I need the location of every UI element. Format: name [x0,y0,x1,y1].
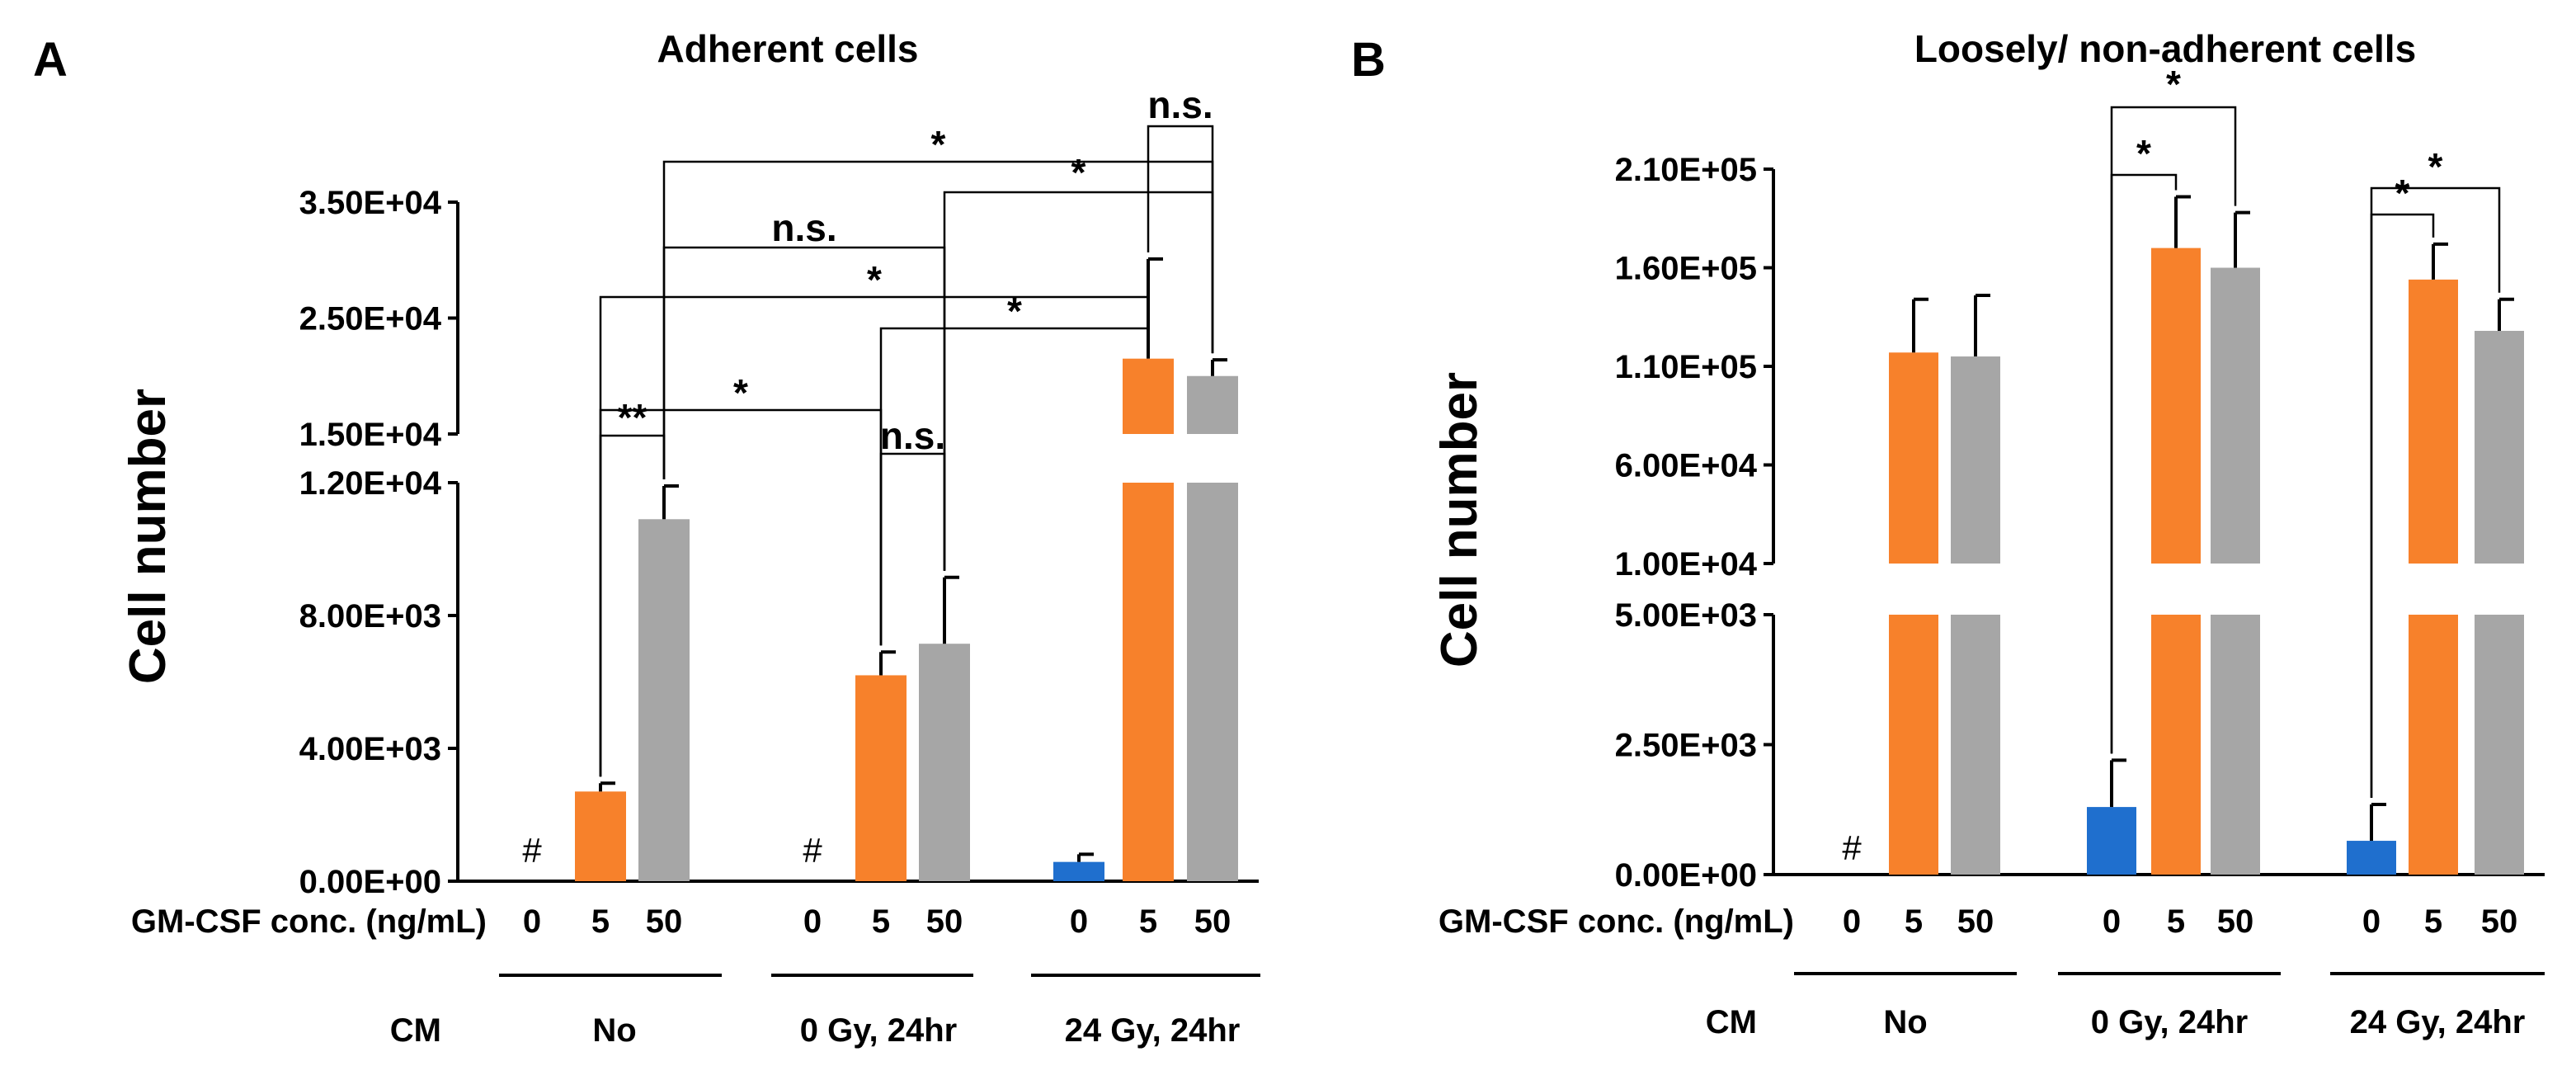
y-tick-label: 2.10E+05 [1615,152,1757,188]
group-label: 0 Gy, 24hr [2091,1004,2248,1040]
group-label: No [592,1012,636,1049]
chart-title: Adherent cells [657,27,919,70]
y-tick-label: 1.00E+04 [1615,546,1758,583]
bar-lower-segment [2475,615,2524,875]
y-tick-label: 2.50E+03 [1615,728,1757,764]
significance-bracket [879,327,1150,646]
group-label: No [1883,1004,1927,1040]
bar [575,791,626,881]
panel-a: A Adherent cells Cell number 0.00E+00 4.00E+… [33,27,1260,1049]
bar [2087,807,2136,875]
panel-b: B Loosely/ non-adherent cells Cell number 0… [1351,27,2545,1040]
bar-lower-segment [2409,615,2458,875]
significance-label: ** [618,396,648,439]
y-axis-label: Cell number [1431,372,1488,667]
bar-lower-segment [1889,615,1938,875]
significance-bracket [1147,125,1214,354]
x-category-label: 5 [872,903,890,940]
x-category-label: 0 [803,903,822,940]
panel-letter: B [1351,33,1386,87]
significance-label: * [867,258,882,301]
x-category-label: 5 [1905,903,1923,940]
y-tick-label: 0.00E+00 [299,864,441,900]
group-label: 24 Gy, 24hr [2350,1004,2526,1040]
group-label: 0 Gy, 24hr [800,1012,957,1049]
x-category-label: 50 [926,903,963,940]
significance-label: * [733,371,748,414]
bar [2347,841,2396,875]
bar [2211,267,2260,564]
significance-label: * [2136,132,2151,175]
bar [1187,375,1238,434]
bar-lower-segment [1951,615,2000,875]
x-category-label: 0 [1070,903,1088,940]
y-tick-label: 5.00E+03 [1615,597,1757,634]
cm-row-label: CM [390,1012,441,1049]
chart-title: Loosely/ non-adherent cells [1914,27,2416,70]
significance-label: * [2395,172,2410,215]
significance-label: * [1007,290,1022,333]
bar [2409,279,2458,564]
significance-label: * [931,123,946,166]
significance-label: * [2166,63,2181,106]
cm-row-label: CM [1706,1004,1757,1040]
significance-label: * [1071,151,1086,194]
x-category-label: 0 [2103,903,2121,940]
significance-label: n.s. [1147,83,1213,126]
x-category-label: 50 [2481,903,2518,940]
bar [1053,861,1104,881]
y-tick-label: 3.50E+04 [299,185,442,221]
x-category-label: 5 [1139,903,1157,940]
significance-bracket [599,295,1150,777]
y-tick-label: 1.20E+04 [299,465,442,502]
y-tick-label: 6.00E+04 [1615,448,1758,484]
significance-label: n.s. [771,206,836,249]
x-category-label: 50 [2217,903,2254,940]
y-tick-label: 1.50E+04 [299,417,442,453]
x-category-label: 50 [1194,903,1231,940]
group-label: 24 Gy, 24hr [1065,1012,1241,1049]
bar-lower-segment [2151,615,2201,875]
gm-csf-row-label: GM-CSF conc. (ng/mL) [1439,903,1794,940]
not-detected-mark: # [1842,828,1862,867]
significance-label: n.s. [880,414,945,457]
significance-bracket [2110,106,2237,754]
y-tick-label: 1.60E+05 [1615,251,1757,287]
x-category-label: 50 [646,903,683,940]
y-tick-label: 8.00E+03 [299,598,441,634]
bar-lower-segment [1123,483,1174,881]
not-detected-mark: # [522,831,542,870]
significance-bracket [879,452,946,646]
bar [1123,358,1174,434]
x-category-label: 0 [2362,903,2381,940]
x-category-label: 50 [1957,903,1994,940]
bar [1889,352,1938,564]
bar-lower-segment [2211,615,2260,875]
bar [2151,248,2201,564]
y-tick-label: 2.50E+04 [299,301,442,337]
gm-csf-row-label: GM-CSF conc. (ng/mL) [131,903,487,940]
bar-lower-segment [1187,483,1238,881]
y-tick-label: 4.00E+03 [299,731,441,767]
x-category-label: 5 [591,903,610,940]
not-detected-mark: # [803,831,822,870]
significance-label: * [2428,145,2443,188]
bar [919,644,970,881]
y-tick-label: 1.10E+05 [1615,349,1757,385]
x-category-label: 0 [523,903,541,940]
bar [1951,356,2000,564]
bar [855,675,907,881]
panel-letter: A [33,33,68,87]
y-tick-label: 0.00E+00 [1615,857,1757,894]
x-category-label: 5 [2424,903,2442,940]
bar [638,519,690,881]
x-category-label: 5 [2167,903,2185,940]
bar [2475,330,2524,564]
y-axis-label: Cell number [120,389,177,684]
x-category-label: 0 [1843,903,1861,940]
significance-bracket [2370,186,2501,798]
